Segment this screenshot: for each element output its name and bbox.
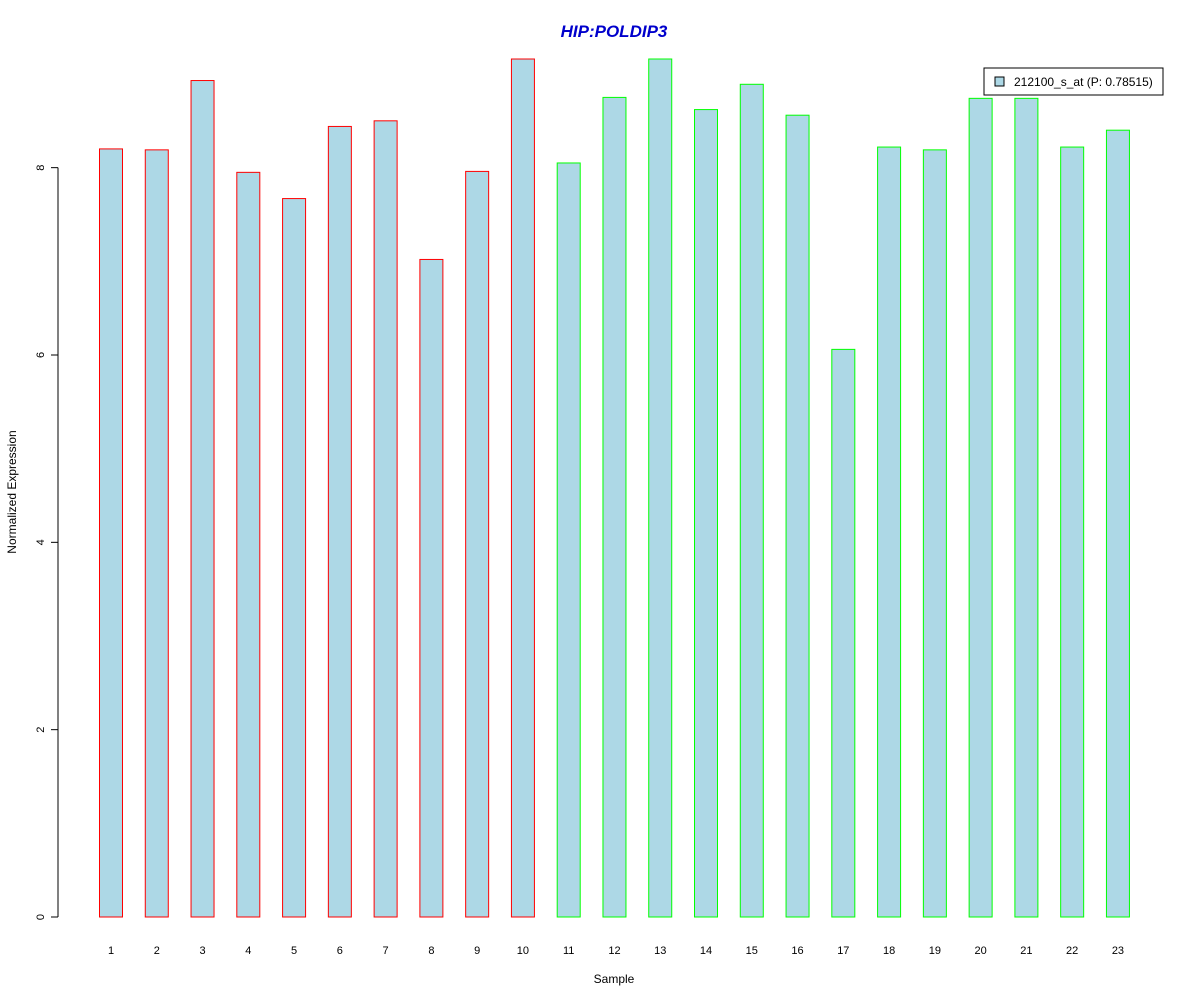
- bar-sample-11: [556, 162, 581, 918]
- y-axis-label: Normalized Expression: [5, 430, 19, 553]
- bar-sample-2: [144, 149, 169, 918]
- bar-sample-21: [1014, 97, 1039, 918]
- bar-sample-18: [877, 146, 902, 918]
- bar-sample-17: [831, 348, 856, 918]
- y-tick-label: 4: [35, 539, 47, 545]
- x-tick-label: 13: [654, 945, 666, 957]
- bar-sample-8: [419, 258, 444, 918]
- x-tick-label: 4: [245, 945, 251, 957]
- bar-sample-16: [785, 114, 810, 918]
- x-tick-label: 2: [154, 945, 160, 957]
- x-tick-label: 20: [975, 945, 987, 957]
- bar-sample-15: [739, 83, 764, 918]
- x-tick-labels: 1 2 3 4 5 6 7 8 9 10 11 12 13 14 15 16 17 18 19 20 21 22 23: [108, 945, 1124, 957]
- x-tick-label: 21: [1020, 945, 1032, 957]
- bar-sample-14: [694, 109, 719, 918]
- bar-sample-13: [648, 58, 673, 918]
- x-tick-label: 3: [199, 945, 205, 957]
- bar-sample-23: [1105, 129, 1130, 918]
- bar-sample-9: [465, 170, 490, 918]
- x-tick-label: 22: [1066, 945, 1078, 957]
- bars-group: [99, 58, 1130, 918]
- legend-series-label: 212100_s_at (P: 0.78515): [1014, 75, 1153, 89]
- bar-sample-12: [602, 96, 627, 918]
- x-tick-label: 14: [700, 945, 712, 957]
- x-tick-label: 17: [837, 945, 849, 957]
- x-tick-label: 15: [746, 945, 758, 957]
- bar-sample-22: [1060, 146, 1085, 918]
- x-tick-label: 1: [108, 945, 114, 957]
- bar-sample-1: [99, 148, 123, 918]
- x-tick-label: 10: [517, 945, 529, 957]
- x-tick-label: 5: [291, 945, 297, 957]
- bar-sample-6: [327, 125, 352, 918]
- bar-sample-3: [190, 80, 215, 918]
- x-tick-label: 7: [383, 945, 389, 957]
- x-tick-label: 11: [563, 945, 574, 957]
- y-tick-label: 8: [35, 165, 47, 171]
- x-tick-label: 16: [791, 945, 803, 957]
- legend-swatch: [994, 76, 1005, 87]
- y-axis: 0 2 4 6 8: [35, 165, 59, 920]
- x-tick-label: 18: [883, 945, 895, 957]
- x-tick-label: 9: [474, 945, 480, 957]
- x-tick-label: 19: [929, 945, 941, 957]
- bar-sample-10: [510, 58, 535, 918]
- y-tick-label: 0: [35, 914, 47, 920]
- bar-sample-7: [373, 120, 398, 918]
- bar-sample-19: [922, 149, 947, 918]
- x-tick-label: 12: [608, 945, 620, 957]
- legend-box: [983, 67, 1164, 96]
- chart-title: HIP:POLDIP3: [561, 22, 668, 41]
- x-tick-label: 8: [428, 945, 434, 957]
- x-tick-label: 23: [1112, 945, 1124, 957]
- bar-sample-4: [236, 171, 261, 918]
- x-tick-label: 6: [337, 945, 343, 957]
- bar-sample-20: [968, 97, 993, 918]
- y-tick-label: 2: [35, 727, 47, 733]
- y-tick-label: 6: [35, 352, 47, 358]
- legend: 212100_s_at (P: 0.78515): [983, 67, 1164, 96]
- x-axis-label: Sample: [594, 972, 635, 986]
- bar-sample-5: [282, 198, 307, 918]
